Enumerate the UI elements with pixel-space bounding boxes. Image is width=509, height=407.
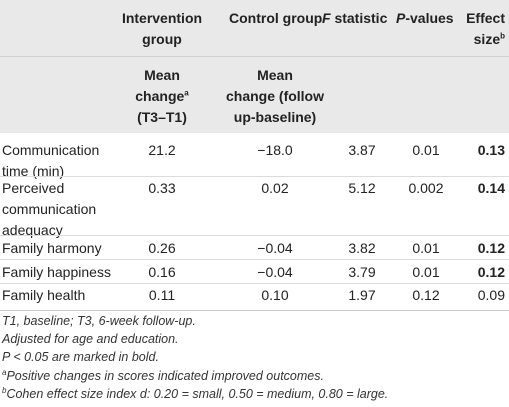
cell-f: 5.12: [348, 180, 376, 196]
row-label: Communication time (min): [2, 140, 99, 182]
subheader-control: Mean change (follow up-baseline): [220, 65, 330, 128]
footnote-1: T1, baseline; T3, 6-week follow-up.: [2, 314, 196, 328]
cell-intervention: 0.26: [148, 240, 176, 256]
row-divider: [0, 176, 509, 177]
row-label-line: Perceived: [2, 180, 65, 196]
header-effect-line1: Effect: [466, 10, 505, 26]
header-control: Control group: [229, 10, 323, 26]
subheader-int-line2: changea: [108, 86, 216, 107]
row-divider: [0, 259, 509, 260]
row-divider: [0, 235, 509, 236]
footnote-5-text: Cohen effect size index d: 0.20 = small,…: [6, 387, 389, 401]
cell-p: 0.01: [412, 142, 440, 158]
footnote-4-text: Positive changes in scores indicated imp…: [6, 369, 324, 383]
row-label-line: communication: [2, 201, 97, 217]
header-p-letter: P: [396, 10, 406, 26]
cell-effect: 0.12: [477, 264, 505, 280]
cell-control: 0.10: [261, 287, 289, 303]
cell-p: 0.002: [408, 180, 444, 196]
cell-intervention: 0.16: [148, 264, 176, 280]
footnote-3: P < 0.05 are marked in bold.: [2, 350, 159, 364]
table-bottom-rule: [0, 310, 509, 311]
header-effect-size-text: size: [473, 31, 501, 47]
header-intervention-line2: group: [142, 31, 182, 47]
cell-f: 3.87: [348, 142, 376, 158]
subheader-ctl-line1: Mean: [257, 67, 293, 83]
cell-f: 3.82: [348, 240, 376, 256]
subheader-int-change: change: [135, 88, 185, 104]
header-p-values: P-values: [396, 8, 454, 29]
row-label-line: Communication: [2, 142, 100, 158]
subheader-int-sup: a: [184, 88, 189, 98]
footnote-5: bCohen effect size index d: 0.20 = small…: [2, 386, 388, 403]
header-intervention-line1: Intervention: [121, 10, 203, 26]
row-label: Family health: [2, 285, 85, 306]
cell-intervention: 21.2: [148, 142, 176, 158]
row-label-line: adequacy: [2, 222, 63, 238]
header-divider: [0, 56, 509, 57]
row-divider: [0, 283, 509, 284]
header-f-statistic: F statistic: [322, 8, 387, 29]
cell-effect: 0.13: [477, 142, 505, 158]
cell-effect: 0.14: [477, 180, 505, 196]
row-label-line: Family health: [2, 287, 86, 303]
header-f-rest: statistic: [330, 10, 388, 26]
row-label: Family harmony: [2, 238, 102, 259]
header-effect-line2: sizeb: [455, 29, 505, 50]
footnote-2: Adjusted for age and education.: [2, 332, 179, 346]
cell-control: −0.04: [257, 240, 293, 256]
cell-control: −0.04: [257, 264, 293, 280]
cell-intervention: 0.33: [148, 180, 176, 196]
cell-control: −18.0: [257, 142, 293, 158]
header-p-rest: -values: [405, 10, 454, 26]
cell-p: 0.01: [412, 240, 440, 256]
cell-p: 0.12: [412, 287, 440, 303]
row-label-line: Family happiness: [2, 264, 111, 280]
header-f-letter: F: [322, 10, 331, 26]
subheader-intervention: Mean changea (T3–T1): [108, 65, 216, 128]
row-label-line: Family harmony: [2, 240, 102, 256]
footnote-5-sup: b: [2, 385, 7, 395]
header-effect-sup: b: [500, 31, 505, 41]
footnote-4-sup: a: [2, 367, 7, 377]
header-effect-size: Effect sizeb: [455, 8, 505, 50]
cell-control: 0.02: [261, 180, 289, 196]
subheader-int-line3: (T3–T1): [137, 109, 187, 125]
row-label-line: time (min): [2, 163, 65, 179]
cell-effect: 0.09: [477, 287, 505, 303]
header-band: [0, 0, 509, 133]
header-intervention: Intervention group: [108, 8, 216, 50]
cell-intervention: 0.11: [148, 287, 176, 303]
row-label: Family happiness: [2, 262, 111, 283]
cell-p: 0.01: [412, 264, 440, 280]
cell-effect: 0.12: [477, 240, 505, 256]
cell-f: 3.79: [348, 264, 376, 280]
subheader-ctl-line2: change (follow: [226, 88, 324, 104]
subheader-int-line1: Mean: [144, 67, 180, 83]
subheader-ctl-line3: up-baseline): [233, 109, 317, 125]
cell-f: 1.97: [348, 287, 376, 303]
row-label: Perceived communication adequacy: [2, 178, 96, 241]
footnote-4: aPositive changes in scores indicated im…: [2, 368, 324, 385]
